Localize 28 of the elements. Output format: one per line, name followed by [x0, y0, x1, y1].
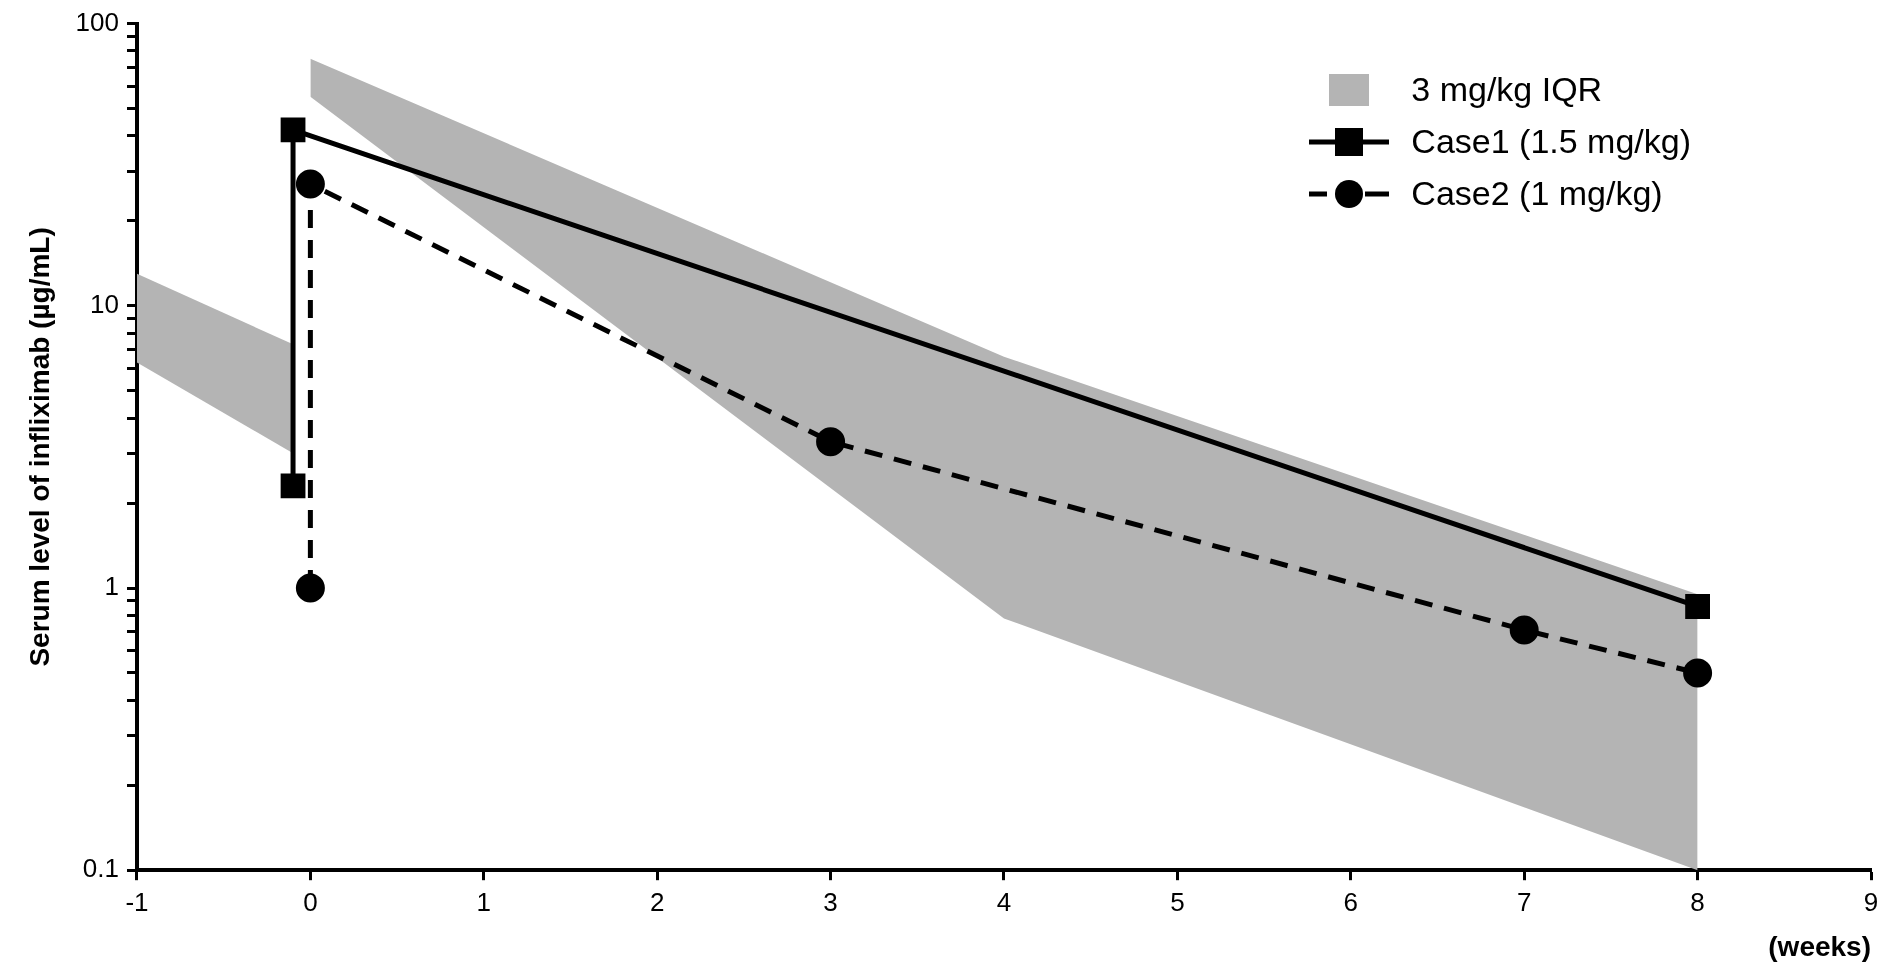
point [280, 117, 306, 143]
x-axis-title: (weeks) [1768, 930, 1871, 962]
x-tick-label: 5 [1170, 886, 1185, 917]
x-tick-label: 9 [1863, 886, 1879, 917]
legend-label: Case2 (1 mg/kg) [1411, 174, 1663, 214]
x-tick-label: 0 [303, 886, 318, 917]
point [295, 573, 325, 603]
x-tick-label: 4 [996, 886, 1012, 917]
y-tick-label: 100 [75, 6, 119, 37]
x-tick-label: 1 [476, 886, 492, 917]
x-tick-label: -1 [125, 886, 149, 917]
point [1509, 615, 1539, 645]
legend-label: 3 mg/kg IQR [1411, 70, 1603, 110]
x-tick-label: 2 [649, 886, 665, 917]
x-tick-label: 8 [1690, 886, 1705, 917]
x-tick-label: 6 [1343, 886, 1359, 917]
point [816, 427, 846, 457]
legend-label: Case1 (1.5 mg/kg) [1411, 122, 1691, 162]
point [1685, 594, 1710, 619]
y-axis-title: Serum level of infliximab (µg/mL) [23, 227, 55, 667]
y-tick-label: 0.1 [82, 853, 119, 884]
point [280, 473, 306, 499]
point [295, 169, 325, 199]
y-tick-label: 1 [104, 571, 119, 602]
point [1683, 658, 1713, 688]
x-tick-label: 3 [823, 886, 838, 917]
y-tick-label: 10 [90, 288, 119, 319]
x-tick-label: 7 [1516, 886, 1532, 917]
